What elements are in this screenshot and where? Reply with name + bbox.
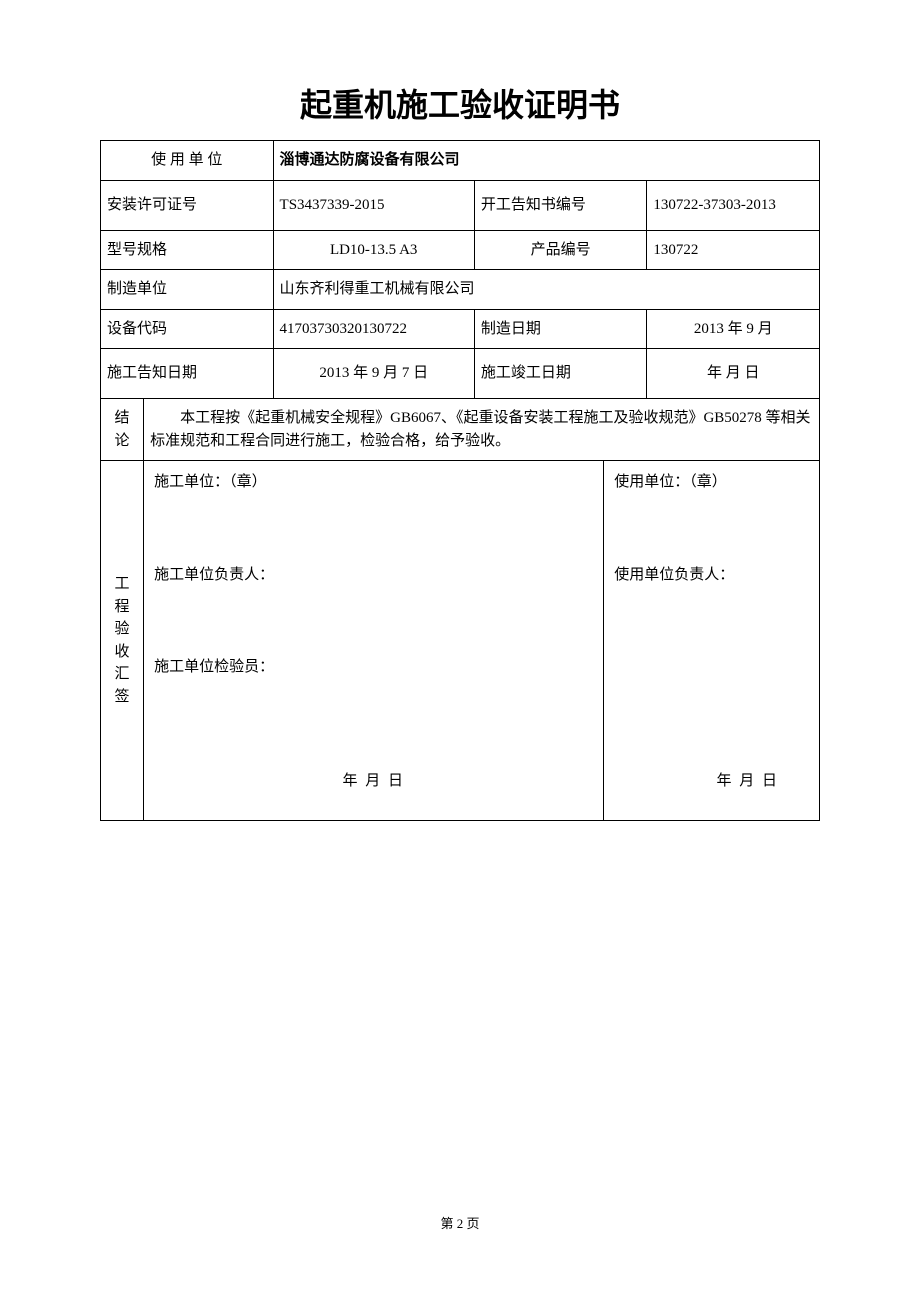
- document-title: 起重机施工验收证明书: [100, 80, 820, 126]
- value-start-notice-no: 130722-37303-2013: [647, 180, 820, 230]
- label-product-no: 产品编号: [474, 230, 647, 270]
- sign-left-line1: 施工单位：（章）: [154, 471, 593, 494]
- label-start-notice-no: 开工告知书编号: [474, 180, 647, 230]
- label-device-code: 设备代码: [101, 309, 274, 349]
- label-model-spec: 型号规格: [101, 230, 274, 270]
- conclusion-label-text: 结论: [115, 410, 130, 449]
- sign-left-date: 年 月 日: [144, 770, 603, 793]
- sign-left-block: 施工单位：（章） 施工单位负责人： 施工单位检验员： 年 月 日: [144, 461, 604, 821]
- label-manufacture-date: 制造日期: [474, 309, 647, 349]
- value-product-no: 130722: [647, 230, 820, 270]
- sign-right-line2: 使用单位负责人：: [614, 564, 809, 587]
- certificate-table: 使 用 单 位 淄博通达防腐设备有限公司 安装许可证号 TS3437339-20…: [100, 140, 820, 821]
- conclusion-text: 本工程按《起重机械安全规程》GB6067、《起重设备安装工程施工及验收规范》GB…: [150, 410, 810, 449]
- label-conclusion: 结论: [101, 399, 144, 461]
- value-model-spec: LD10-13.5 A3: [273, 230, 474, 270]
- label-install-license: 安装许可证号: [101, 180, 274, 230]
- page-number: 第 2 页: [0, 1213, 920, 1232]
- value-completion-date: 年 月 日: [647, 349, 820, 399]
- label-completion-date: 施工竣工日期: [474, 349, 647, 399]
- value-manufacture-date: 2013 年 9 月: [647, 309, 820, 349]
- sign-right-block: 使用单位：（章） 使用单位负责人： 年 月 日: [604, 461, 820, 821]
- value-device-code: 41703730320130722: [273, 309, 474, 349]
- conclusion-cell: 本工程按《起重机械安全规程》GB6067、《起重设备安装工程施工及验收规范》GB…: [144, 399, 820, 461]
- label-user-unit: 使 用 单 位: [101, 141, 274, 181]
- document-page: 起重机施工验收证明书 使 用 单 位 淄博通达防腐设备有限公司 安装许可证号 T…: [0, 0, 920, 1302]
- sign-right-date: 年 月 日: [716, 770, 779, 793]
- value-manufacturer: 山东齐利得重工机械有限公司: [273, 270, 819, 310]
- value-user-unit: 淄博通达防腐设备有限公司: [273, 141, 819, 181]
- sign-right-line1: 使用单位：（章）: [614, 471, 809, 494]
- label-sign-section: 工程验收汇签: [101, 461, 144, 821]
- sign-left-line3: 施工单位检验员：: [154, 656, 593, 679]
- label-construct-notice-date: 施工告知日期: [101, 349, 274, 399]
- sign-left-line2: 施工单位负责人：: [154, 564, 593, 587]
- label-manufacturer: 制造单位: [101, 270, 274, 310]
- value-construct-notice-date: 2013 年 9 月 7 日: [273, 349, 474, 399]
- value-install-license: TS3437339-2015: [273, 180, 474, 230]
